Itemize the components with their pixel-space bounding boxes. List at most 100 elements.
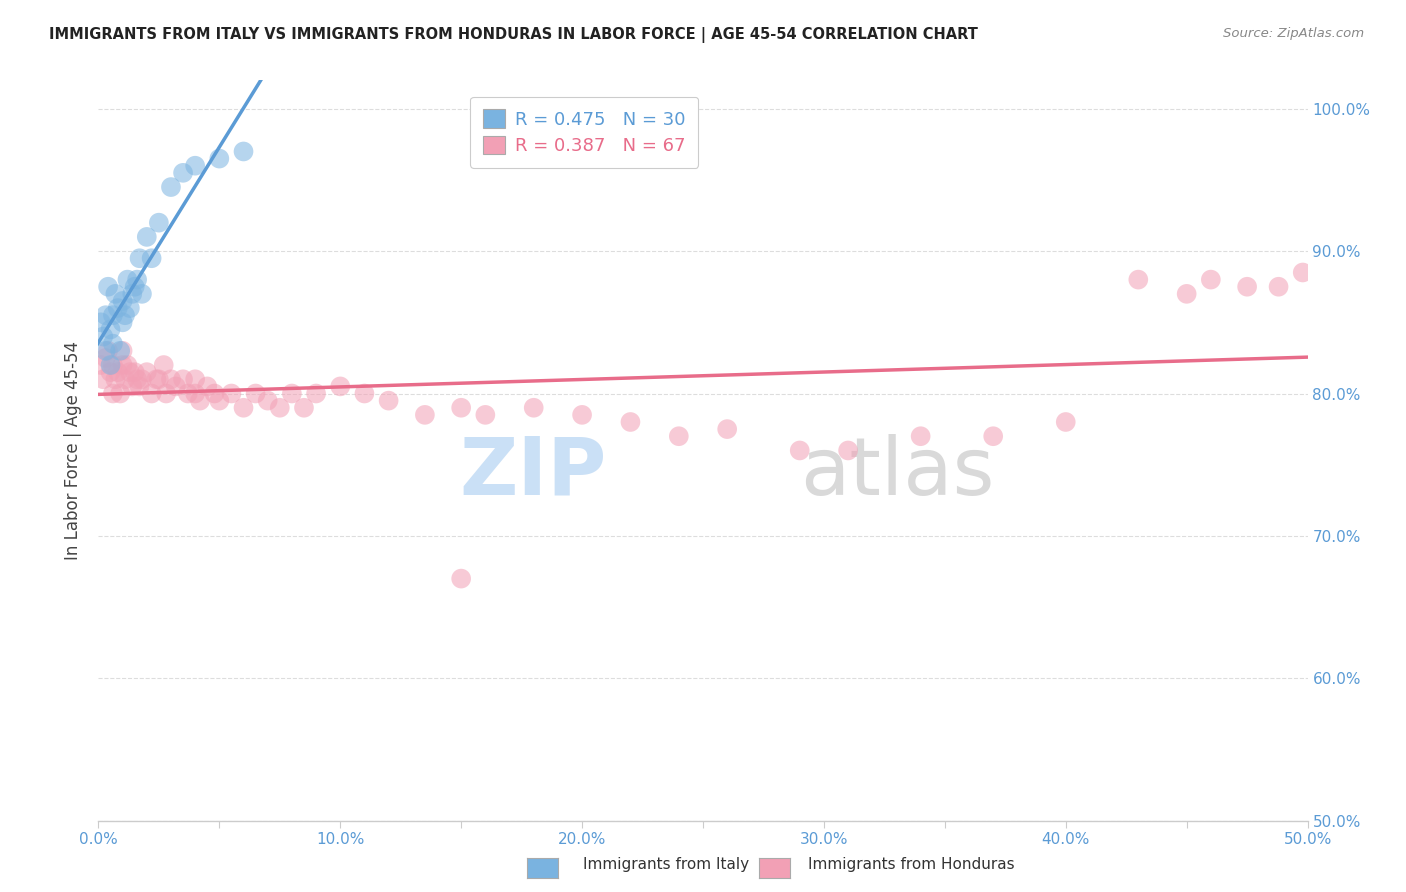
Point [256,393,278,408]
Point [474,408,496,422]
Point [152,358,174,372]
Point [1236,279,1258,293]
Point [204,386,226,401]
Text: ZIP: ZIP [458,434,606,512]
Point [413,408,436,422]
Point [184,372,207,386]
Point [377,393,399,408]
Point [111,293,134,308]
Y-axis label: In Labor Force | Age 45-54: In Labor Force | Age 45-54 [65,341,83,560]
Point [131,372,153,386]
Point [100,358,122,372]
Point [108,386,131,401]
Point [155,386,177,401]
Point [165,379,187,393]
Point [117,358,139,372]
Point [118,301,141,315]
Point [184,386,207,401]
Point [668,429,690,443]
Point [160,372,183,386]
Point [221,386,243,401]
Point [281,386,304,401]
Point [100,365,122,379]
Point [127,372,149,386]
Point [121,286,143,301]
Point [1175,286,1198,301]
Text: Immigrants from Honduras: Immigrants from Honduras [808,857,1015,872]
Point [141,386,163,401]
Point [305,386,328,401]
Text: IMMIGRANTS FROM ITALY VS IMMIGRANTS FROM HONDURAS IN LABOR FORCE | AGE 45-54 COR: IMMIGRANTS FROM ITALY VS IMMIGRANTS FROM… [49,27,979,43]
Point [571,408,593,422]
Point [148,372,170,386]
Point [245,386,267,401]
Point [107,301,129,315]
Point [135,365,157,379]
Point [232,401,254,415]
Point [94,308,117,322]
Point [188,393,211,408]
Point [100,322,122,336]
Point [450,572,472,586]
Point [117,272,139,286]
Point [837,443,859,458]
Point [232,145,254,159]
Point [208,393,231,408]
Point [619,415,641,429]
Point [118,365,141,379]
Point [145,372,167,386]
Point [90,315,112,329]
Point [195,379,218,393]
Point [1128,272,1150,286]
Text: atlas: atlas [800,434,994,512]
Point [269,401,291,415]
Point [101,336,124,351]
Point [910,429,932,443]
Point [114,308,136,322]
Point [94,351,117,365]
Point [1267,279,1289,293]
Point [184,159,207,173]
Point [160,180,183,194]
Point [108,343,131,358]
Point [135,230,157,244]
Point [111,343,134,358]
Point [101,386,124,401]
Point [121,379,143,393]
Point [127,272,149,286]
Point [90,358,112,372]
Point [172,372,194,386]
Point [104,286,127,301]
Point [141,252,163,266]
Point [329,379,352,393]
Point [523,401,546,415]
Point [101,308,124,322]
Point [128,379,150,393]
Point [1054,415,1077,429]
Point [94,343,117,358]
Point [716,422,738,436]
Point [148,216,170,230]
Point [124,279,146,293]
Point [172,166,194,180]
Point [981,429,1004,443]
Point [1199,272,1222,286]
Point [101,358,124,372]
Point [1292,265,1315,279]
Point [107,365,129,379]
Point [128,252,150,266]
Point [114,372,136,386]
Point [131,286,153,301]
Point [124,365,146,379]
Point [104,372,127,386]
Point [91,372,114,386]
Point [97,279,120,293]
Point [111,358,134,372]
Text: Source: ZipAtlas.com: Source: ZipAtlas.com [1223,27,1364,40]
Point [450,401,472,415]
Text: Immigrants from Italy: Immigrants from Italy [583,857,749,872]
Point [97,343,120,358]
Point [292,401,315,415]
Point [111,315,134,329]
Point [789,443,811,458]
